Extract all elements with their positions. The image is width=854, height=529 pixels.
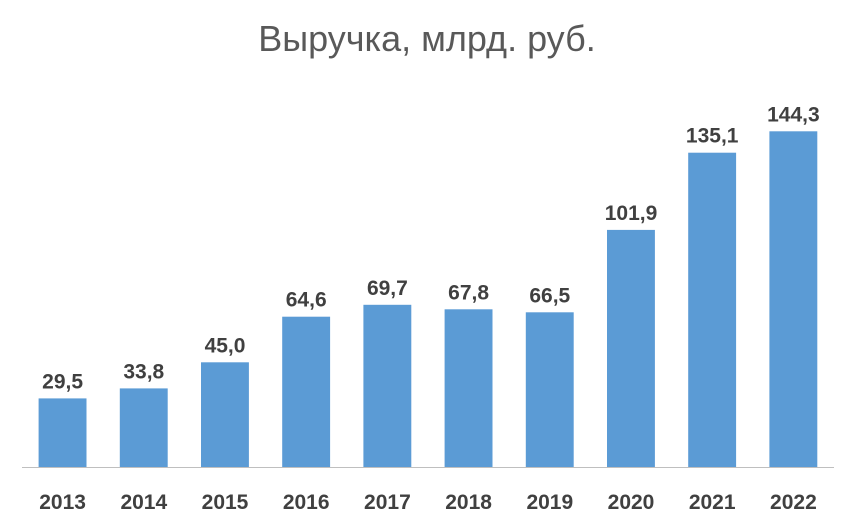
data-label-2019: 66,5	[529, 284, 570, 307]
x-tick-label-2019: 2019	[526, 491, 573, 514]
data-label-2020: 101,9	[605, 202, 658, 225]
bar-2015	[201, 362, 249, 467]
bar-2017	[363, 304, 412, 467]
bar-2014	[119, 388, 168, 467]
x-tick-label-2022: 2022	[770, 491, 817, 514]
x-tick-label-2021: 2021	[689, 491, 736, 514]
chart-title: Выручка, млрд. руб.	[258, 18, 596, 59]
x-tick-label-2013: 2013	[39, 491, 86, 514]
data-label-2017: 69,7	[367, 277, 408, 300]
bar-2020	[607, 229, 655, 467]
bar-2022	[769, 131, 818, 468]
bar-2013	[38, 398, 87, 467]
data-label-2016: 64,6	[286, 289, 327, 312]
x-tick-label-2017: 2017	[364, 491, 411, 514]
bar-2019	[525, 312, 574, 467]
bar-2021	[688, 152, 737, 467]
x-tick-label-2015: 2015	[202, 491, 249, 514]
data-label-2022: 144,3	[767, 103, 820, 126]
data-label-2018: 67,8	[448, 281, 489, 304]
data-label-2014: 33,8	[123, 360, 164, 383]
x-tick-label-2014: 2014	[120, 491, 167, 514]
x-tick-label-2020: 2020	[608, 491, 655, 514]
x-tick-label-2018: 2018	[445, 491, 492, 514]
bar-2016	[282, 316, 331, 467]
data-label-2015: 45,0	[205, 334, 246, 357]
data-label-2013: 29,5	[42, 370, 83, 393]
data-label-2021: 135,1	[686, 125, 739, 148]
bar-2018	[444, 309, 493, 467]
x-tick-label-2016: 2016	[283, 491, 330, 514]
